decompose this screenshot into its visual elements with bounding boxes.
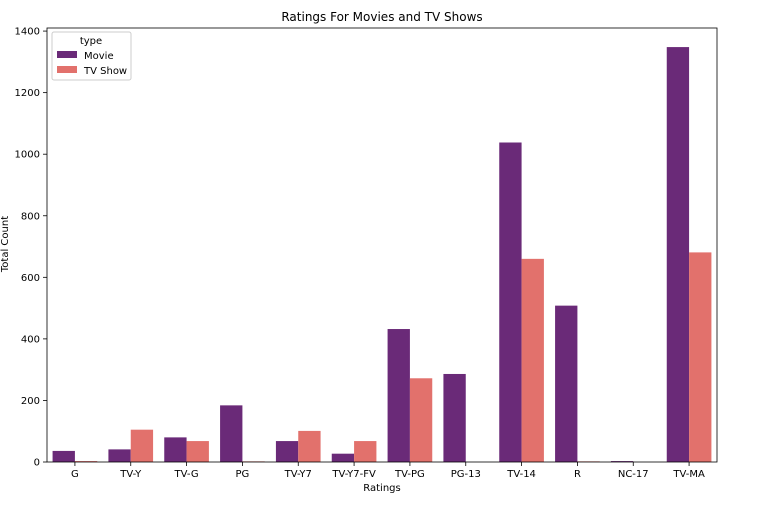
bar-movie-tv-g	[164, 437, 187, 462]
plot-frame	[46, 27, 718, 463]
legend-swatch-movie	[57, 51, 77, 58]
x-tick-label-g: G	[71, 469, 79, 480]
bars-group	[52, 47, 712, 462]
bar-tv-show-tv-y7	[298, 430, 321, 462]
bar-movie-pg	[220, 405, 243, 462]
bar-movie-tv-y	[108, 449, 131, 462]
y-tick-label: 600	[21, 273, 40, 284]
x-axis-label: Ratings	[363, 483, 400, 494]
y-tick-label: 400	[21, 334, 40, 345]
bar-movie-r	[555, 305, 578, 462]
bar-movie-tv-ma	[666, 47, 690, 462]
bar-movie-tv-14	[499, 142, 522, 462]
bar-movie-g	[52, 450, 75, 462]
x-tick-label-tv-g: TV-G	[174, 469, 199, 480]
bar-movie-pg-13	[443, 373, 466, 462]
x-tick-label-pg-13: PG-13	[451, 469, 481, 480]
y-tick-label: 800	[21, 211, 40, 222]
bar-tv-show-tv-g	[186, 441, 209, 462]
bar-movie-tv-y7	[275, 441, 299, 462]
y-tick-label: 1200	[15, 88, 40, 99]
y-tick-label: 1000	[15, 150, 40, 161]
x-tick-label-tv-y7-fv: TV-Y7-FV	[331, 469, 376, 480]
bar-tv-show-tv-ma	[689, 252, 712, 462]
bar-movie-nc-17	[610, 461, 634, 462]
y-tick-label: 1400	[15, 27, 40, 38]
chart-title: Ratings For Movies and TV Shows	[281, 10, 482, 24]
bar-tv-show-tv-y7-fv	[354, 441, 377, 462]
x-tick-label-tv-y: TV-Y	[119, 469, 142, 480]
x-tick-label-tv-14: TV-14	[506, 469, 536, 480]
legend-label-movie: Movie	[84, 51, 114, 62]
legend-label-tv-show: TV Show	[83, 66, 127, 77]
axes-group: 0 200 400 600 800 1000 1200 1400 G TV-Y TV-G PG TV-Y…	[15, 27, 718, 480]
x-tick-label-r: R	[574, 469, 581, 480]
bar-movie-tv-pg	[387, 329, 410, 462]
y-tick-label: 0	[34, 458, 40, 469]
x-tick-label-tv-pg: TV-PG	[394, 469, 425, 480]
y-axis-label: Total Count	[0, 216, 11, 273]
bar-tv-show-tv-y	[130, 429, 154, 462]
bar-movie-tv-y7-fv	[331, 453, 355, 462]
bar-tv-show-tv-pg	[409, 378, 433, 462]
legend-title: type	[80, 36, 102, 47]
x-tick-label-pg: PG	[236, 469, 250, 480]
legend-swatch-tv-show	[57, 66, 77, 73]
bar-tv-show-g	[74, 461, 98, 462]
legend: type Movie TV Show	[51, 31, 132, 81]
x-tick-label-tv-ma: TV-MA	[672, 469, 705, 480]
x-tick-label-nc-17: NC-17	[618, 469, 649, 480]
y-tick-label: 200	[21, 396, 40, 407]
x-tick-label-tv-y7: TV-Y7	[284, 469, 312, 480]
bar-tv-show-tv-14	[521, 258, 544, 462]
